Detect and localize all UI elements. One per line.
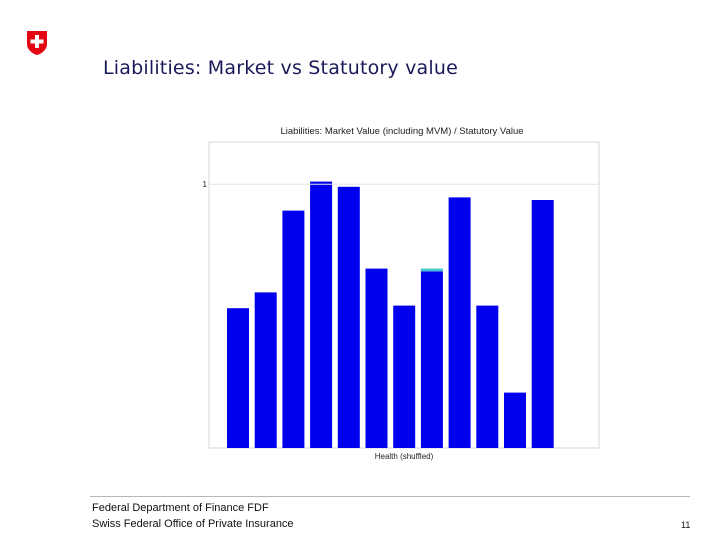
bar (365, 268, 388, 448)
bar (254, 292, 277, 448)
bar (420, 271, 443, 448)
bar (476, 305, 499, 448)
bar (531, 200, 554, 448)
bar (393, 305, 416, 448)
slide-title: Liabilities: Market vs Statutory value (103, 57, 459, 79)
bar (504, 392, 526, 448)
bar (448, 197, 471, 448)
swiss-cross-icon (27, 31, 47, 55)
x-axis-label: Health (shuffled) (375, 452, 434, 461)
y-axis-ticks: 1 (203, 180, 599, 189)
bar (282, 210, 305, 448)
footer-divider (90, 496, 690, 497)
bar (337, 186, 360, 449)
chart-title: Liabilities: Market Value (including MVM… (280, 126, 523, 137)
bar-highlight-segment (420, 268, 443, 272)
footer-department: Federal Department of Finance FDF (92, 502, 269, 514)
bar (227, 308, 249, 448)
bar (310, 181, 333, 448)
footer-office: Swiss Federal Office of Private Insuranc… (92, 518, 294, 530)
page-number: 11 (681, 520, 691, 530)
y-tick-label: 1 (203, 180, 208, 189)
bar-group (227, 181, 554, 449)
